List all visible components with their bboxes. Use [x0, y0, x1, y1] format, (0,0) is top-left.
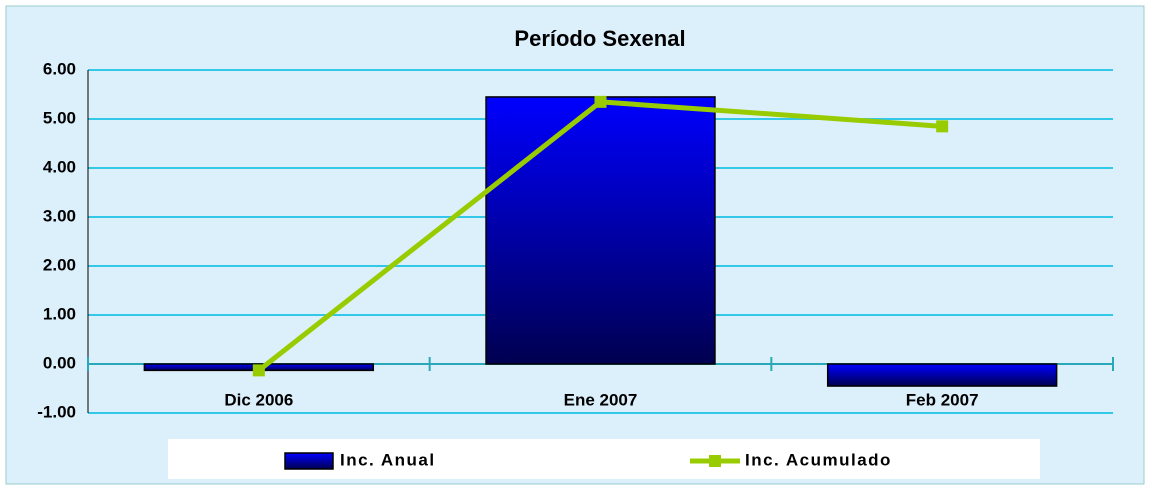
line-marker: [594, 95, 607, 108]
legend-swatch: [284, 452, 334, 470]
y-tick-label: 6.00: [43, 59, 76, 78]
x-tick-label: Dic 2006: [224, 390, 293, 409]
x-tick-label: Feb 2007: [906, 390, 979, 409]
legend-label: Inc. Acumulado: [745, 450, 892, 469]
legend-label: Inc. Anual: [340, 450, 436, 469]
legend-swatch-marker: [709, 455, 721, 467]
bar: [826, 363, 1058, 387]
x-tick-label: Ene 2007: [564, 390, 638, 409]
y-tick-label: 1.00: [43, 304, 76, 323]
y-tick-label: -1.00: [37, 402, 76, 421]
line-marker: [252, 364, 265, 377]
y-tick-label: 4.00: [43, 157, 76, 176]
line-marker: [936, 120, 949, 133]
chart-title: Período Sexenal: [514, 26, 685, 51]
y-tick-label: 2.00: [43, 255, 76, 274]
bar: [485, 96, 716, 365]
y-tick-label: 3.00: [43, 206, 76, 225]
y-tick-label: 0.00: [43, 353, 76, 372]
y-tick-label: 5.00: [43, 108, 76, 127]
